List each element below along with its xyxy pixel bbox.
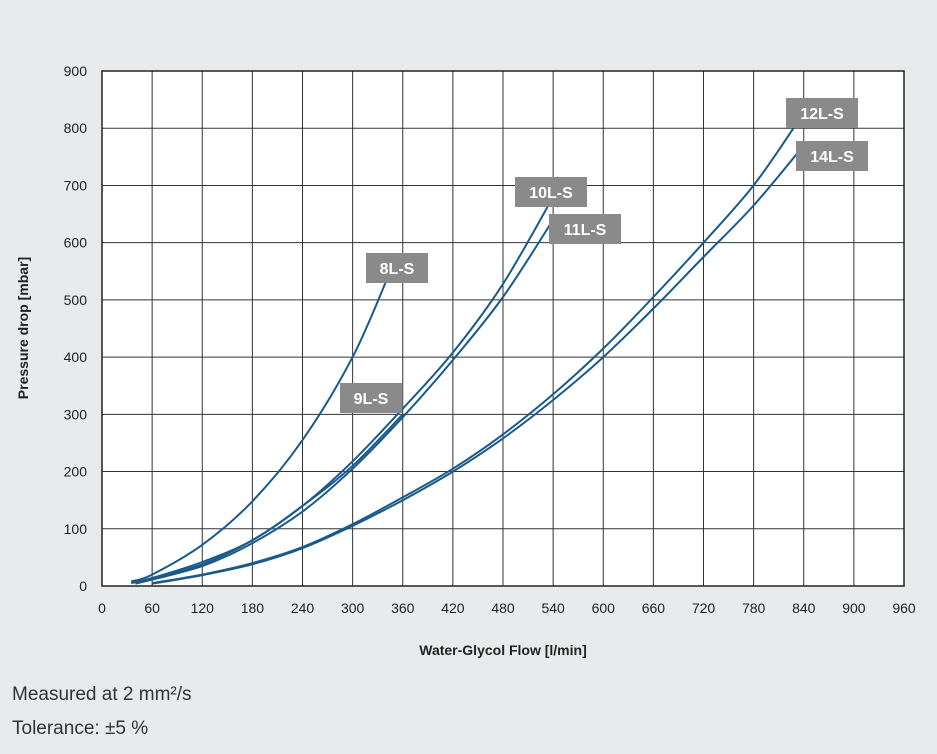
measurement-note: Measured at 2 mm²/s (12, 684, 192, 705)
x-tick-label: 840 (792, 600, 816, 616)
curve-11l-s (135, 219, 554, 585)
y-tick-label: 0 (79, 578, 87, 594)
y-tick-label: 100 (64, 521, 88, 537)
curve-10l-s (135, 196, 554, 585)
y-axis-ticks: 0 100 200 300 400 500 600 700 800 900 (64, 63, 88, 594)
series-label-box (796, 141, 868, 171)
x-tick-label: 780 (742, 600, 766, 616)
series-label-box (366, 253, 428, 283)
series-label-text: 14L-S (810, 149, 854, 166)
curves (130, 124, 805, 585)
x-tick-label: 900 (842, 600, 866, 616)
series-label-box (515, 177, 587, 207)
series-label-box (549, 214, 621, 244)
plot-frame (101, 70, 905, 587)
x-axis-label: Water-Glycol Flow [l/min] (419, 642, 587, 658)
series-label-11l-s: 11L-S (549, 214, 621, 244)
x-tick-label: 420 (441, 600, 465, 616)
series-labels: 8L-S 9L-S 10L-S 11L-S 12L-S 14L-S (340, 98, 868, 413)
x-tick-label: 660 (642, 600, 666, 616)
series-label-9l-s: 9L-S (340, 383, 402, 413)
x-tick-label: 480 (491, 600, 515, 616)
y-tick-label: 800 (64, 120, 88, 136)
series-label-text: 11L-S (564, 222, 607, 239)
x-tick-label: 180 (241, 600, 265, 616)
x-tick-label: 360 (391, 600, 415, 616)
series-label-8l-s: 8L-S (366, 253, 428, 283)
series-label-box (340, 383, 402, 413)
series-label-14l-s: 14L-S (796, 141, 868, 171)
x-tick-label: 720 (692, 600, 716, 616)
x-tick-label: 300 (341, 600, 365, 616)
y-tick-label: 900 (64, 63, 88, 79)
x-tick-label: 240 (291, 600, 315, 616)
x-tick-label: 60 (144, 600, 160, 616)
series-label-box (786, 98, 858, 128)
y-axis-label: Pressure drop [mbar] (15, 257, 31, 399)
x-tick-label: 0 (98, 600, 106, 616)
curve-8l-s (130, 270, 392, 583)
series-label-12l-s: 12L-S (786, 98, 858, 128)
y-tick-label: 300 (64, 406, 88, 422)
series-label-text: 9L-S (354, 391, 389, 408)
y-tick-label: 400 (64, 349, 88, 365)
y-tick-label: 600 (64, 235, 88, 251)
x-tick-label: 120 (191, 600, 215, 616)
series-label-text: 12L-S (800, 106, 844, 123)
curve-14l-s (151, 144, 805, 585)
x-tick-label: 960 (892, 600, 916, 616)
curve-12l-s (151, 124, 797, 585)
tolerance-note: Tolerance: ±5 % (12, 718, 149, 739)
y-tick-label: 200 (64, 464, 88, 480)
x-tick-label: 540 (541, 600, 565, 616)
y-tick-label: 700 (64, 177, 88, 193)
series-label-text: 8L-S (380, 261, 415, 278)
y-tick-label: 500 (64, 292, 88, 308)
grid (101, 70, 905, 587)
x-axis-ticks: 0 60 120 180 240 300 360 420 480 540 600 660 720 780 8… (98, 600, 916, 616)
series-label-10l-s: 10L-S (515, 177, 587, 207)
pressure-drop-chart: 0 100 200 300 400 500 600 700 800 900 0 60 120 180 24… (15, 63, 916, 658)
x-tick-label: 600 (592, 600, 616, 616)
series-label-text: 10L-S (529, 185, 573, 202)
